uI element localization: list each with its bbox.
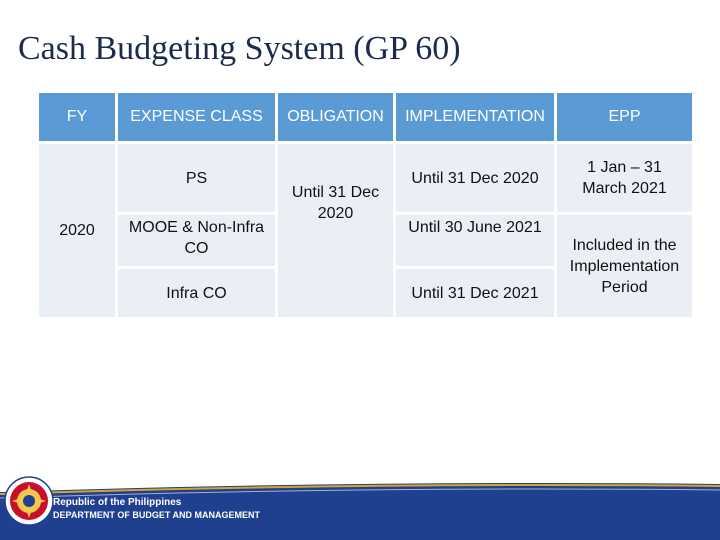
cash-budgeting-table: FY EXPENSE CLASS OBLIGATION IMPLEMENTATI…: [36, 90, 695, 320]
slide-title: Cash Budgeting System (GP 60): [18, 30, 461, 67]
footer-republic: Republic of the Philippines: [53, 497, 182, 508]
obligation-cell: Until 31 Dec 2020: [278, 144, 393, 317]
header-epp: EPP: [557, 93, 692, 141]
footer-department: DEPARTMENT OF BUDGET AND MANAGEMENT: [53, 510, 260, 520]
table-header-row: FY EXPENSE CLASS OBLIGATION IMPLEMENTATI…: [39, 93, 692, 141]
header-expense-class: EXPENSE CLASS: [118, 93, 275, 141]
table-row: 2020 PS Until 31 Dec 2020 Until 31 Dec 2…: [39, 144, 692, 317]
implementation-cell: Until 30 June 2021: [396, 215, 554, 266]
dbm-seal-icon: [4, 476, 54, 526]
epp-merged-cell: Included in the Implementation Period: [557, 215, 692, 317]
expense-class-cell: PS: [118, 144, 275, 212]
table-row: Infra CO Until 31 Dec 2021: [39, 269, 692, 317]
footer: Republic of the Philippines DEPARTMENT O…: [0, 470, 720, 540]
expense-class-cell: Infra CO: [118, 269, 275, 317]
fy-cell: 2020: [39, 144, 115, 317]
expense-class-cell: MOOE & Non-Infra CO: [118, 215, 275, 266]
header-implementation: IMPLEMENTATION: [396, 93, 554, 141]
table-row: MOOE & Non-Infra CO Until 30 June 2021 I…: [39, 215, 692, 317]
epp-cell: 1 Jan – 31 March 2021: [557, 144, 692, 212]
footer-text: Republic of the Philippines DEPARTMENT O…: [53, 497, 260, 521]
footer-band: [0, 483, 720, 540]
implementation-cell: Until 31 Dec 2020: [396, 144, 554, 212]
header-fy: FY: [39, 93, 115, 141]
header-obligation: OBLIGATION: [278, 93, 393, 141]
implementation-cell: Until 31 Dec 2021: [396, 269, 554, 317]
